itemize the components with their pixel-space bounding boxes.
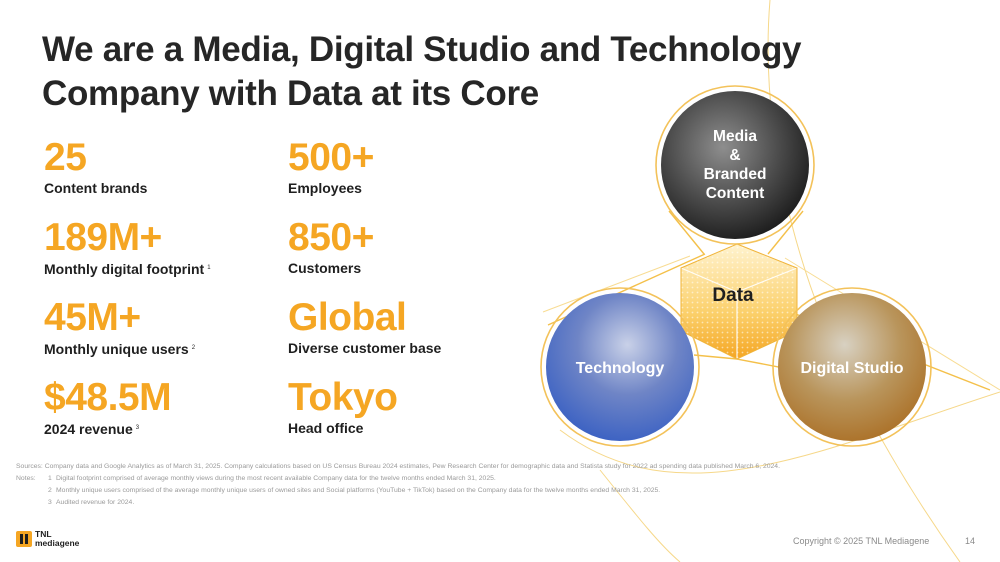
stat-label: Monthly digital footprint 1 xyxy=(44,261,211,277)
tnl-mediagene-logo-icon xyxy=(16,530,32,547)
media-circle xyxy=(655,85,815,245)
tnl-mediagene-logo: TNL mediagene xyxy=(16,530,79,547)
stat-global: Global Diverse customer base xyxy=(288,298,441,357)
footnotes: Sources: Company data and Google Analyti… xyxy=(16,461,916,509)
data-label: Data xyxy=(712,285,754,306)
stat-monthly-digital-footprint: 189M+ Monthly digital footprint 1 xyxy=(44,218,211,278)
data-cube xyxy=(680,243,798,360)
stat-customers: 850+ Customers xyxy=(288,218,374,277)
stat-monthly-unique-users: 45M+ Monthly unique users 2 xyxy=(44,298,195,358)
stat-label: Content brands xyxy=(44,180,148,196)
stat-label: 2024 revenue 3 xyxy=(44,421,140,437)
stat-content-brands: 25 Content brands xyxy=(44,138,147,197)
title-line-1: We are a Media, Digital Studio and Techn… xyxy=(42,30,802,69)
stat-label: Employees xyxy=(288,180,362,196)
copyright-text: Copyright © 2025 TNL Mediagene xyxy=(793,536,930,546)
digital-studio-circle xyxy=(772,287,932,447)
technology-label: Technology xyxy=(575,360,665,377)
media-branded-content-label: Media & Branded Content xyxy=(703,128,767,202)
stat-head-office: Tokyo Head office xyxy=(288,376,398,437)
stat-value: 25 xyxy=(44,136,87,179)
technology-circle xyxy=(540,287,700,447)
stat-label: Head office xyxy=(288,420,364,436)
page-number: 14 xyxy=(965,536,976,546)
footnote-marker: 2 xyxy=(191,345,196,351)
title-line-2: Company with Data at its Core xyxy=(42,74,539,113)
stat-label: Customers xyxy=(288,260,362,276)
footnote-marker: 3 xyxy=(135,425,140,431)
stat-revenue: $48.5M 2024 revenue 3 xyxy=(44,376,172,438)
page-title: We are a Media, Digital Studio and Techn… xyxy=(42,28,802,116)
sources-row: Sources: Company data and Google Analyti… xyxy=(16,463,780,470)
stat-employees: 500+ Employees xyxy=(288,138,374,197)
stat-value: 850+ xyxy=(288,216,374,259)
footnote-marker: 1 xyxy=(207,265,211,271)
stat-value: Global xyxy=(288,296,407,339)
stat-value: Tokyo xyxy=(288,376,398,419)
stat-label: Monthly unique users 2 xyxy=(44,341,196,357)
note-row: 3 Audited revenue for 2024. xyxy=(48,499,135,506)
stat-label: Diverse customer base xyxy=(288,340,442,356)
stat-value: $48.5M xyxy=(44,376,172,419)
note-row: Notes: 1 Digital footprint comprised of av… xyxy=(16,475,496,482)
digital-studio-label: Digital Studio xyxy=(800,360,904,377)
stat-value: 45M+ xyxy=(44,296,141,339)
stat-value: 189M+ xyxy=(44,216,162,259)
stat-value: 500+ xyxy=(288,136,374,179)
note-row: 2 Monthly unique users comprised of the a… xyxy=(48,487,661,494)
logo-text: TNL mediagene xyxy=(35,529,80,548)
